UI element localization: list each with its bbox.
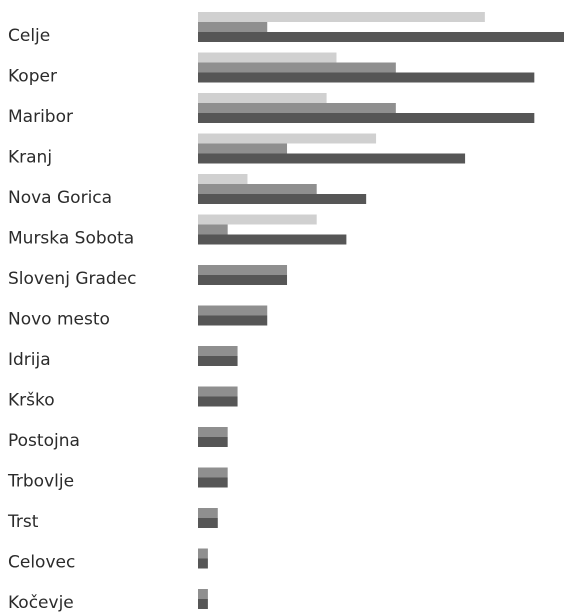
category-group bbox=[198, 305, 268, 326]
category-label: Nova Gorica bbox=[8, 188, 112, 208]
category-group bbox=[198, 133, 466, 164]
category-group bbox=[198, 346, 238, 366]
category-group bbox=[198, 386, 238, 407]
bar-series-2 bbox=[198, 62, 396, 73]
category-label: Koper bbox=[8, 67, 57, 87]
bar-series-3 bbox=[198, 477, 228, 488]
bar-series-2 bbox=[198, 548, 208, 559]
category-label: Trbovlje bbox=[7, 472, 74, 492]
category-group bbox=[198, 508, 218, 528]
bar-series-2 bbox=[198, 467, 228, 478]
category-label: Postojna bbox=[8, 431, 80, 451]
bar-series-3 bbox=[198, 153, 466, 164]
bar-series-3 bbox=[198, 194, 367, 204]
bar-series-3 bbox=[198, 396, 238, 407]
bar-series-3 bbox=[198, 32, 564, 42]
category-labels: Celje Koper Maribor Kranj Nova Gorica Murska … bbox=[7, 26, 137, 613]
category-label: Trst bbox=[7, 512, 39, 532]
category-label: Kranj bbox=[8, 148, 52, 168]
bar-series-2 bbox=[198, 386, 238, 397]
bar-series-2 bbox=[198, 184, 317, 194]
category-label: Murska Sobota bbox=[8, 229, 134, 249]
category-label: Novo mesto bbox=[8, 310, 110, 330]
category-label: Maribor bbox=[8, 107, 73, 127]
bar-series-2 bbox=[198, 22, 268, 32]
bar-series-3 bbox=[198, 558, 208, 569]
bar-series-3 bbox=[198, 518, 218, 528]
bar-series-2 bbox=[198, 346, 238, 356]
bar-series-3 bbox=[198, 275, 288, 285]
category-group bbox=[198, 589, 208, 609]
bar-series-2 bbox=[198, 143, 288, 154]
bar-series-1 bbox=[198, 214, 317, 225]
bar-series-3 bbox=[198, 113, 535, 123]
category-label: Celovec bbox=[8, 553, 75, 573]
bar-series-3 bbox=[198, 234, 347, 245]
category-group bbox=[198, 548, 208, 569]
category-label: Celje bbox=[8, 26, 50, 46]
bar-series-2 bbox=[198, 265, 288, 275]
category-group bbox=[198, 52, 535, 83]
category-group bbox=[198, 427, 228, 447]
bar-series-2 bbox=[198, 508, 218, 518]
category-label: Idrija bbox=[8, 350, 51, 370]
category-label: Slovenj Gradec bbox=[8, 269, 137, 289]
bar-series-1 bbox=[198, 52, 337, 63]
bar-series-2 bbox=[198, 427, 228, 437]
category-group bbox=[198, 265, 288, 285]
bar-series-3 bbox=[198, 437, 228, 447]
bar-series-2 bbox=[198, 589, 208, 599]
bar-series-3 bbox=[198, 356, 238, 366]
bar-series-3 bbox=[198, 72, 535, 83]
bar-series-2 bbox=[198, 103, 396, 113]
category-label: Kočevje bbox=[8, 593, 74, 613]
bar-series-2 bbox=[198, 224, 228, 235]
category-group bbox=[198, 93, 535, 123]
bar-series-2 bbox=[198, 305, 268, 316]
bar-series-1 bbox=[198, 133, 377, 144]
category-group bbox=[198, 174, 367, 204]
bar-series-1 bbox=[198, 174, 248, 184]
bar-series-1 bbox=[198, 93, 327, 103]
category-label: Krško bbox=[8, 391, 55, 411]
bars bbox=[198, 12, 564, 609]
bar-series-3 bbox=[198, 315, 268, 326]
category-group bbox=[198, 12, 564, 42]
category-group bbox=[198, 214, 347, 245]
category-group bbox=[198, 467, 228, 488]
bar-series-1 bbox=[198, 12, 485, 22]
bar-series-3 bbox=[198, 599, 208, 609]
